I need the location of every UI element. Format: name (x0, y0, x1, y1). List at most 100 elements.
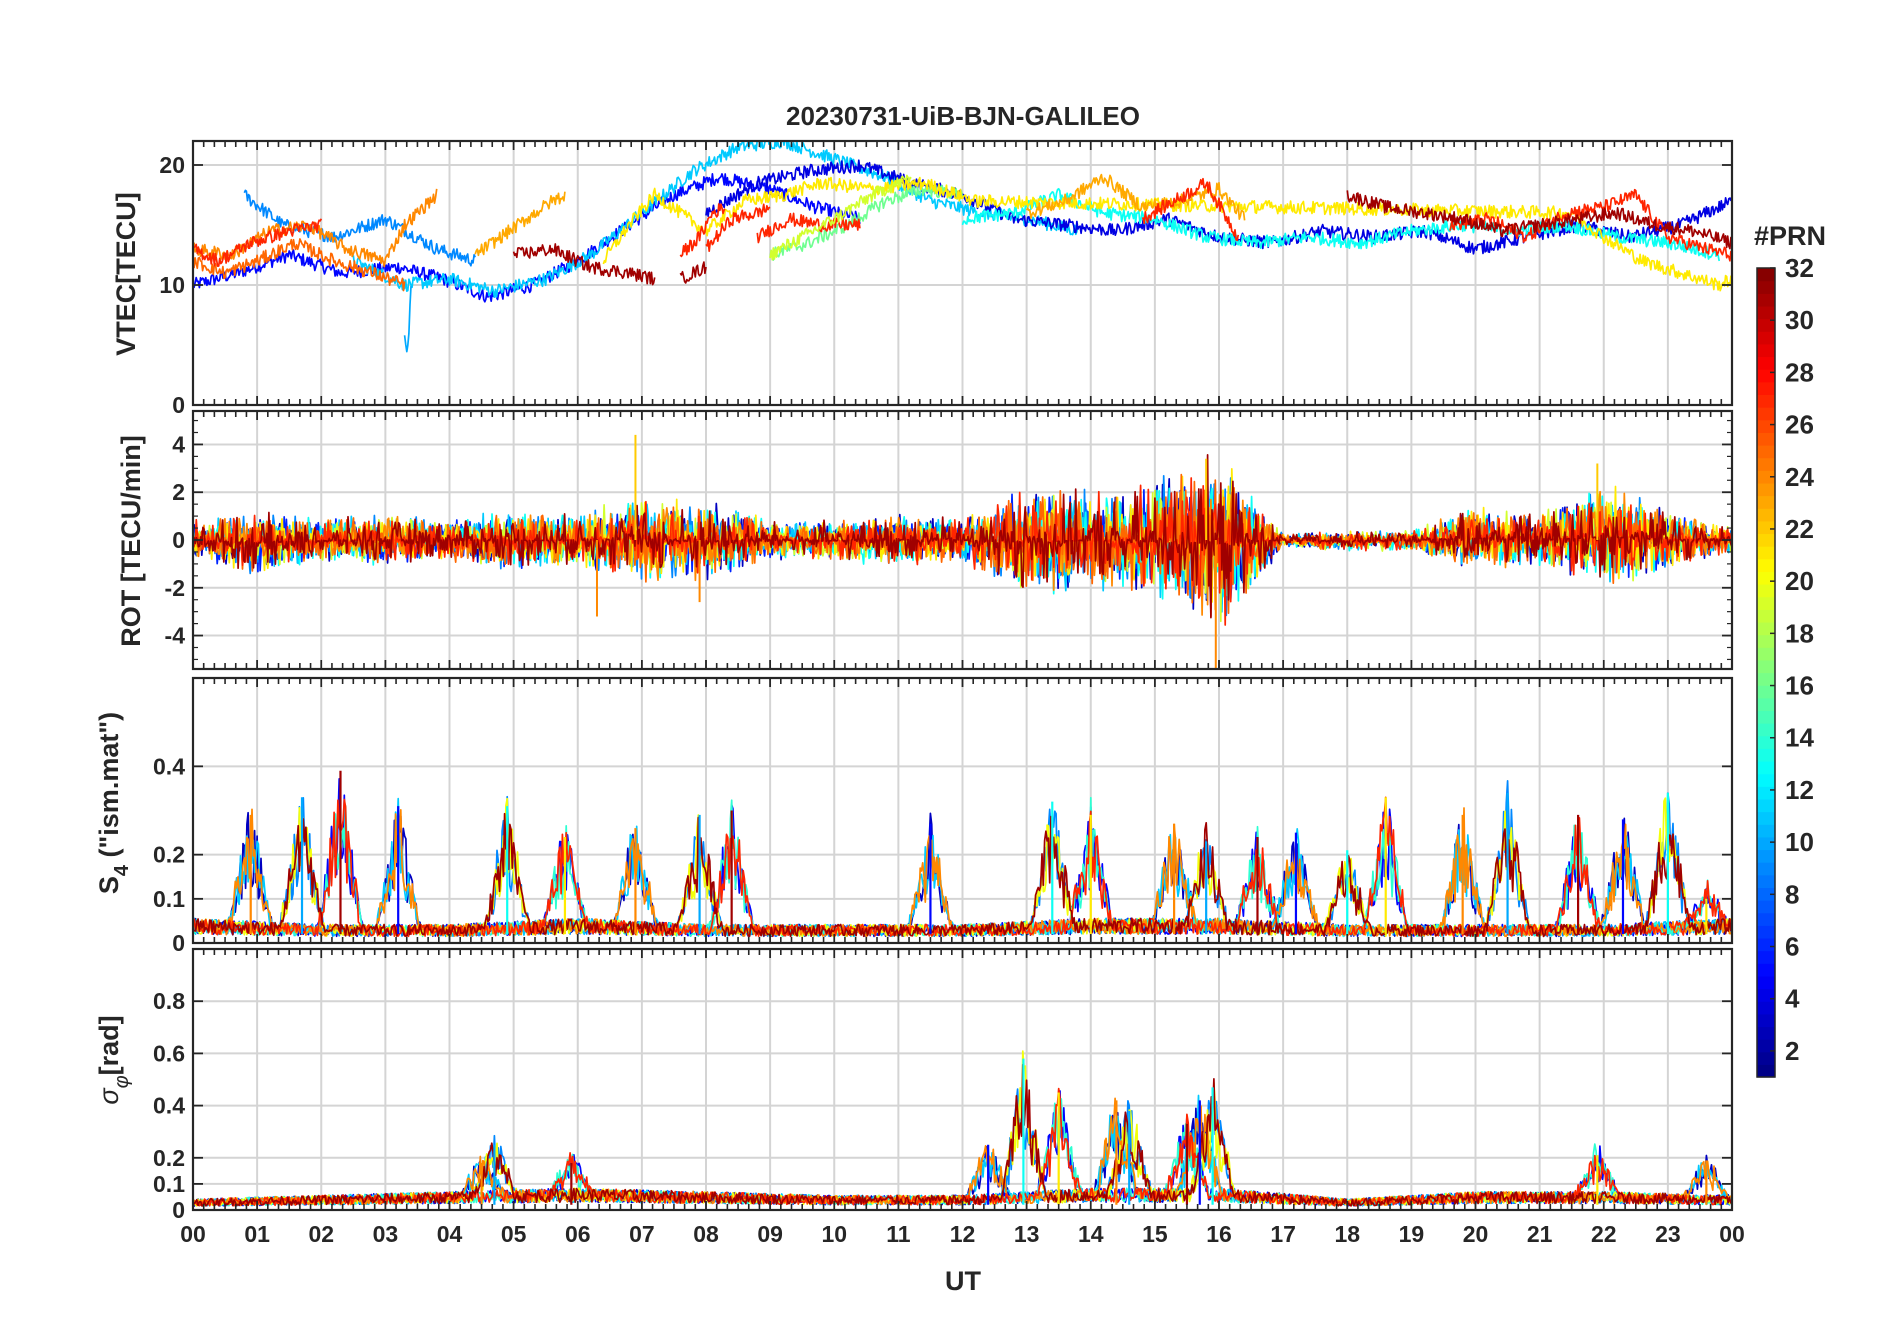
colorbar-segment (1757, 685, 1775, 699)
colorbar-segment (1757, 356, 1775, 370)
colorbar-segment (1757, 533, 1775, 547)
colorbar-segment (1757, 394, 1775, 408)
colorbar-tick-label: 16 (1785, 671, 1814, 701)
y-tick-label: -2 (165, 575, 185, 601)
colorbar-tick-label: 20 (1785, 566, 1814, 596)
colorbar-segment (1757, 849, 1775, 863)
colorbar-segment (1757, 571, 1775, 585)
x-tick-label: 05 (501, 1221, 527, 1247)
colorbar-tick-label: 28 (1785, 357, 1814, 387)
vtec-series-line (705, 159, 1732, 255)
colorbar-segment (1757, 343, 1775, 358)
colorbar-tick-label: 18 (1785, 618, 1814, 648)
y-tick-label: 0 (172, 1197, 185, 1223)
x-tick-label: 19 (1399, 1221, 1425, 1247)
colorbar-segment (1757, 735, 1775, 749)
colorbar-segment (1757, 546, 1775, 560)
colorbar-segment (1757, 824, 1775, 838)
vtec-series-line (512, 243, 656, 286)
colorbar-tick-label: 26 (1785, 410, 1814, 440)
colorbar-segment (1757, 862, 1775, 876)
colorbar-tick-label: 14 (1785, 723, 1814, 753)
y-tick-label: 10 (159, 272, 185, 298)
colorbar-segment (1757, 659, 1775, 674)
colorbar-segment (1757, 710, 1775, 724)
x-tick-label: 10 (821, 1221, 847, 1247)
x-tick-label: 21 (1527, 1221, 1553, 1247)
colorbar-segment (1757, 748, 1775, 762)
colorbar-segment (1757, 495, 1775, 509)
colorbar-segment (1757, 520, 1775, 535)
x-tick-label: 03 (373, 1221, 399, 1247)
vtec-series-line (769, 174, 912, 261)
colorbar-segment (1757, 407, 1775, 421)
colorbar-tick-label: 30 (1785, 305, 1814, 335)
y-tick-label: 0.4 (153, 1093, 185, 1119)
colorbar-segment (1757, 596, 1775, 610)
colorbar-segment (1757, 937, 1775, 952)
x-tick-label: 22 (1591, 1221, 1617, 1247)
y-tick-label: 0.2 (153, 1145, 185, 1171)
colorbar-segment (1757, 1001, 1775, 1015)
colorbar-segment (1757, 634, 1775, 648)
x-tick-label: 07 (629, 1221, 655, 1247)
colorbar-segment (1757, 786, 1775, 800)
vtec-series-line (193, 238, 406, 292)
y-tick-label: 0 (172, 930, 185, 956)
y-tick-label: 20 (159, 152, 185, 178)
y-tick-label: 0.6 (153, 1040, 185, 1066)
colorbar-segment (1757, 558, 1775, 572)
colorbar-segment (1757, 318, 1775, 332)
x-tick-label: 20 (1463, 1221, 1489, 1247)
colorbar-segment (1757, 444, 1775, 459)
colorbar-segment (1757, 305, 1775, 320)
x-tick-label: 12 (950, 1221, 976, 1247)
y-tick-label: 0.8 (153, 988, 185, 1014)
colorbar-tick-label: 10 (1785, 827, 1814, 857)
colorbar-segment (1757, 912, 1775, 926)
colorbar-segment (1757, 723, 1775, 737)
colorbar-segment (1757, 950, 1775, 964)
series-group (193, 141, 1732, 353)
y-tick-label: 0.1 (153, 1171, 185, 1197)
vtec-series-line (193, 172, 861, 303)
sigma-phi-series-line (193, 1087, 1732, 1207)
vtec-series-line (352, 141, 1079, 299)
colorbar-title: #PRN (1754, 221, 1826, 251)
s4-ylabel: S4 ("ism.mat") (94, 712, 133, 894)
colorbar-segment (1757, 584, 1775, 598)
x-tick-label: 00 (1719, 1221, 1745, 1247)
s4-panel: 0 0.1 0.2 0.4 (153, 676, 1734, 956)
s4-series-line (193, 812, 1732, 938)
colorbar-segment (1757, 811, 1775, 825)
x-tick-label: 15 (1142, 1221, 1168, 1247)
x-tick-label: 13 (1014, 1221, 1040, 1247)
x-tick-label: 14 (1078, 1221, 1104, 1247)
vtec-series-line (679, 261, 707, 284)
colorbar-segment (1757, 369, 1775, 383)
vtec-series-line (193, 188, 438, 268)
s4-ylabel-rest: ("ism.mat") (94, 712, 124, 865)
colorbar-segment (1757, 419, 1775, 433)
colorbar-segment (1757, 457, 1775, 471)
x-tick-label: 00 (180, 1221, 206, 1247)
colorbar-segment (1757, 470, 1775, 484)
y-tick-label: 0 (172, 392, 185, 418)
colorbar-tick-label: 2 (1785, 1036, 1799, 1066)
y-tick-label: 0 (172, 527, 185, 553)
colorbar-tick-label: 12 (1785, 775, 1814, 805)
colorbar-segment (1757, 988, 1775, 1002)
x-tick-label: 17 (1270, 1221, 1296, 1247)
sigma-phi-ylabel-rest: [rad] (94, 1015, 124, 1075)
colorbar-segment (1757, 609, 1775, 623)
sigma-phi-ylabel-main: σ (94, 1087, 124, 1105)
y-tick-label: 0.4 (153, 753, 185, 779)
vtec-ylabel: VTEC[TECU] (111, 192, 141, 356)
colorbar-segment (1757, 975, 1775, 990)
colorbar-segment (1757, 432, 1775, 446)
colorbar-tick-label: 6 (1785, 932, 1799, 962)
y-tick-label: 0.2 (153, 842, 185, 868)
y-tick-label: -4 (165, 623, 186, 649)
colorbar-segment (1757, 925, 1775, 939)
